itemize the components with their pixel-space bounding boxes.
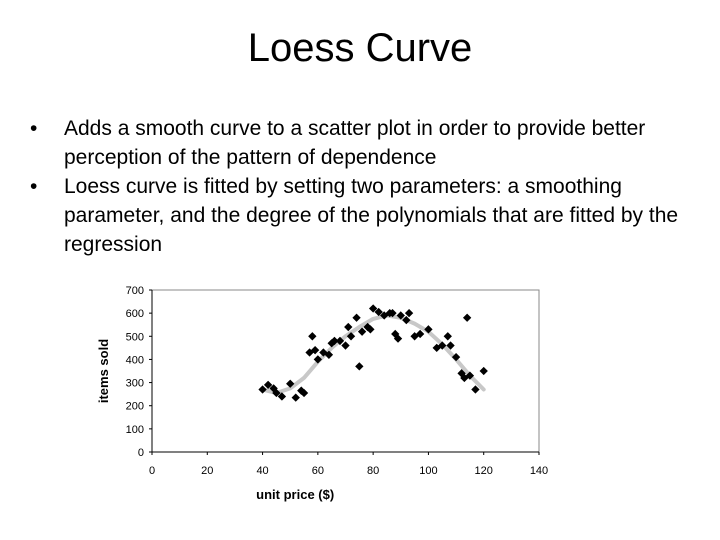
y-tick-label: 400: [126, 354, 144, 366]
y-axis-title: items sold: [96, 339, 111, 403]
scatter-point: [471, 385, 480, 394]
loess-curve: [260, 313, 486, 395]
scatter-point: [341, 341, 350, 350]
x-tick-label: 100: [419, 465, 437, 477]
scatter-point: [451, 352, 461, 362]
slide-title: Loess Curve: [247, 26, 473, 70]
scatter-point: [432, 343, 441, 353]
scatter-point: [380, 311, 389, 320]
scatter-point: [324, 350, 334, 359]
bullet-text: Loess curve is fitted by setting two par…: [64, 175, 679, 256]
scatter-point: [415, 329, 425, 339]
bullet-item: • Adds a smooth curve to a scatter plot …: [30, 114, 710, 172]
scatter-point: [308, 332, 317, 341]
scatter-point: [346, 332, 356, 341]
scatter-point: [277, 392, 287, 401]
y-tick-label: 600: [126, 308, 144, 320]
x-tick-label: 80: [367, 465, 379, 477]
bullet-item: • Loess curve is fitted by setting two p…: [30, 172, 710, 259]
scatter-point: [355, 362, 364, 371]
scatter-point: [313, 355, 323, 364]
scatter-point: [263, 380, 273, 390]
y-tick-label: 500: [126, 331, 144, 343]
scatter-point: [368, 304, 378, 313]
scatter-point: [352, 313, 361, 322]
x-axis-title: unit price ($): [256, 487, 334, 502]
scatter-point: [291, 393, 300, 402]
x-tick-label: 60: [312, 465, 324, 477]
scatter-point: [286, 379, 295, 388]
scatter-point: [310, 346, 320, 355]
y-tick-label: 100: [126, 424, 144, 436]
scatter-point: [388, 308, 397, 318]
scatter-point: [424, 325, 433, 334]
scatter-point: [344, 322, 353, 332]
scatter-point: [443, 332, 452, 341]
chart-svg: 0 100 200 300 400 500 600 700 0 20 40 60 80 100 120 140…: [96, 285, 548, 502]
scatter-point: [396, 311, 405, 320]
x-tick-label: 20: [201, 465, 213, 477]
scatter-point: [402, 315, 411, 325]
scatter-point: [319, 348, 328, 357]
scatter-point: [479, 366, 488, 376]
y-tick-label: 0: [138, 447, 144, 459]
x-tick-label: 0: [149, 465, 155, 477]
y-tick-label: 200: [126, 401, 144, 413]
scatter-point: [258, 385, 267, 394]
scatter-point: [335, 336, 345, 346]
bullet-glyph: •: [30, 117, 38, 140]
scatter-point: [299, 388, 309, 398]
scatter-point: [393, 334, 403, 343]
x-tick-label: 40: [256, 465, 268, 477]
scatter-point: [460, 373, 469, 383]
bullet-glyph: •: [30, 175, 38, 198]
bullet-list: • Adds a smooth curve to a scatter plot …: [30, 114, 710, 259]
scatter-point: [366, 325, 375, 334]
scatter-point: [462, 313, 472, 322]
scatter-point: [465, 371, 475, 380]
scatter-point: [330, 336, 339, 346]
x-tick-label: 120: [475, 465, 493, 477]
x-tick-label: 140: [530, 465, 548, 477]
scatter-point: [438, 341, 447, 350]
scatter-point: [357, 327, 367, 336]
scatter-point: [446, 341, 455, 350]
scatter-point: [404, 308, 414, 318]
scatter-point: [272, 388, 281, 398]
scatter-point: [374, 307, 383, 317]
bullet-text: Adds a smooth curve to a scatter plot in…: [64, 117, 646, 169]
y-tick-label: 700: [126, 285, 144, 297]
y-tick-label: 300: [126, 378, 144, 390]
scatter-point: [305, 348, 314, 357]
scatter-chart: 0 100 200 300 400 500 600 700 0 20 40 60 80 100 120 140…: [88, 278, 558, 508]
scatter-point: [410, 332, 419, 341]
